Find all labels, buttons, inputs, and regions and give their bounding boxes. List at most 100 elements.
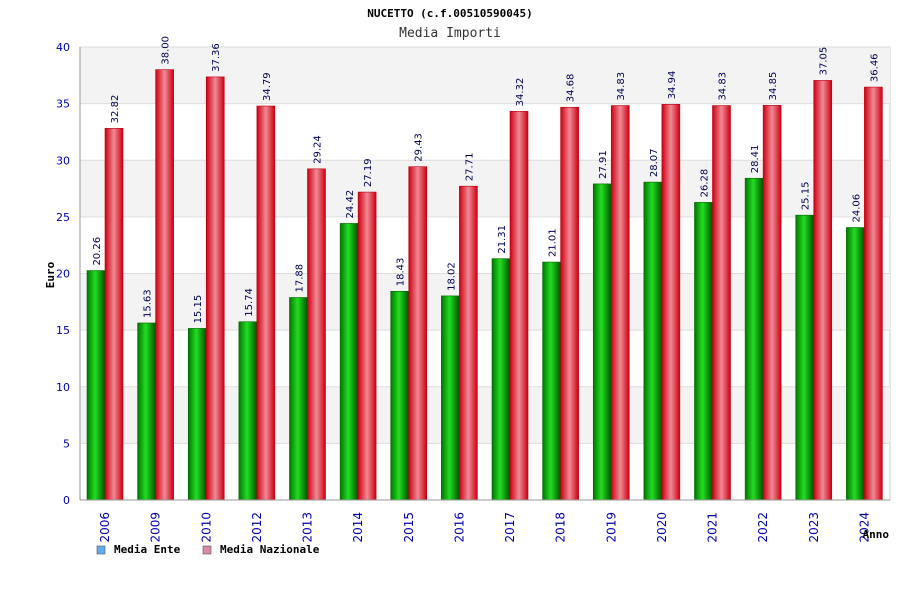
y-tick-label: 25 xyxy=(56,211,70,224)
x-tick-label: 2006 xyxy=(98,512,112,543)
data-label: 34.83 xyxy=(718,72,729,101)
x-tick-label: 2015 xyxy=(402,512,416,543)
bar-media-nazionale xyxy=(408,166,428,501)
bar-media-ente xyxy=(441,295,460,501)
data-label: 34.83 xyxy=(616,72,627,101)
bar-media-nazionale xyxy=(155,69,174,501)
x-tick-label: 2024 xyxy=(857,512,871,543)
x-tick-label: 2023 xyxy=(807,512,821,543)
x-tick-label: 2016 xyxy=(452,512,466,543)
y-tick-label: 30 xyxy=(56,154,70,167)
data-label: 25.15 xyxy=(801,182,812,211)
data-label: 34.32 xyxy=(515,78,526,107)
data-label: 36.46 xyxy=(869,53,880,82)
bar-media-ente xyxy=(339,223,359,501)
x-tick-label: 2010 xyxy=(199,512,213,543)
x-tick-label: 2014 xyxy=(351,512,365,543)
x-tick-label: 2017 xyxy=(503,512,517,543)
bar-media-ente xyxy=(592,183,612,501)
chart-title: NUCETTO (c.f.00510590045) xyxy=(367,7,533,20)
data-label: 34.85 xyxy=(768,72,779,101)
data-label: 15.63 xyxy=(143,289,154,318)
y-axis: 0 5 10 15 20 25 30 35 40 xyxy=(56,41,81,507)
data-label: 17.88 xyxy=(295,264,306,293)
bar-media-ente xyxy=(86,270,106,501)
x-axis-label: Anno xyxy=(863,528,890,541)
x-axis: 2006 2009 2010 2012 2013 2014 2015 2016 2017 2018… xyxy=(80,499,890,543)
bars-group: 20.26 32.82 15.63 38.00 15.15 37.36 15.74 34.79… xyxy=(86,36,883,501)
data-label: 21.01 xyxy=(548,228,559,257)
data-label: 18.02 xyxy=(446,262,457,291)
bar-media-nazionale xyxy=(813,80,833,501)
bar-media-ente xyxy=(846,227,865,501)
y-tick-label: 40 xyxy=(56,41,70,54)
x-tick-label: 2022 xyxy=(756,512,770,543)
bar-media-nazionale xyxy=(560,106,579,501)
bar-media-nazionale xyxy=(104,128,124,501)
data-label: 21.31 xyxy=(497,225,508,254)
bar-media-nazionale xyxy=(712,105,731,501)
data-label: 18.43 xyxy=(396,258,407,287)
bar-media-nazionale xyxy=(357,191,377,501)
x-tick-label: 2018 xyxy=(554,512,568,543)
bar-media-nazionale xyxy=(307,168,326,501)
data-label: 27.71 xyxy=(464,153,475,182)
bar-media-nazionale xyxy=(205,76,225,501)
bar-media-ente xyxy=(137,322,156,501)
legend: Media Ente Media Nazionale xyxy=(96,543,320,556)
y-tick-label: 10 xyxy=(56,381,70,394)
data-label: 27.91 xyxy=(598,150,609,179)
data-label: 24.06 xyxy=(851,194,862,223)
y-tick-label: 15 xyxy=(56,324,70,337)
y-axis-label: Euro xyxy=(44,261,57,288)
data-label: 34.94 xyxy=(667,71,678,100)
bar-media-ente xyxy=(491,258,511,501)
x-tick-label: 2013 xyxy=(301,512,315,543)
bar-media-ente xyxy=(187,328,207,501)
bar-media-nazionale xyxy=(459,185,478,501)
data-label: 32.82 xyxy=(110,95,121,124)
data-label: 37.05 xyxy=(819,47,830,76)
bar-media-ente xyxy=(795,214,815,501)
y-tick-label: 20 xyxy=(56,268,70,281)
x-tick-label: 2021 xyxy=(706,512,720,543)
bar-media-nazionale xyxy=(610,105,630,501)
y-tick-label: 0 xyxy=(63,494,70,507)
x-tick-label: 2019 xyxy=(604,512,618,543)
data-label: 20.26 xyxy=(92,237,103,266)
bar-media-nazionale xyxy=(509,111,529,501)
data-label: 27.19 xyxy=(363,158,374,187)
data-label: 28.07 xyxy=(649,148,660,177)
x-tick-label: 2020 xyxy=(655,512,669,543)
data-label: 37.36 xyxy=(211,43,222,72)
bar-media-ente xyxy=(238,321,258,501)
chart-subtitle: Media Importi xyxy=(399,26,501,41)
bar-media-nazionale xyxy=(762,105,782,501)
bar-media-ente xyxy=(643,181,663,501)
data-label: 26.28 xyxy=(700,169,711,198)
data-label: 38.00 xyxy=(161,36,172,65)
bar-media-ente xyxy=(694,202,713,501)
legend-swatch xyxy=(96,545,106,555)
bar-media-nazionale xyxy=(661,104,681,501)
y-tick-label: 35 xyxy=(56,98,70,111)
data-label: 24.42 xyxy=(345,190,356,219)
data-label: 15.74 xyxy=(244,288,255,317)
bar-media-ente xyxy=(390,290,410,501)
legend-swatch xyxy=(202,545,212,555)
y-tick-label: 5 xyxy=(63,437,70,450)
bar-media-ente xyxy=(744,177,764,501)
legend-label: Media Ente xyxy=(114,543,181,556)
legend-label: Media Nazionale xyxy=(220,543,320,556)
x-tick-label: 2009 xyxy=(149,512,163,543)
x-tick-label: 2012 xyxy=(250,512,264,543)
bar-media-ente xyxy=(289,297,308,501)
data-label: 29.24 xyxy=(313,135,324,164)
data-label: 28.41 xyxy=(750,145,761,174)
data-label: 34.68 xyxy=(566,74,577,103)
data-label: 34.79 xyxy=(262,72,273,101)
bar-media-nazionale xyxy=(256,105,276,501)
bar-media-ente xyxy=(542,261,561,501)
data-label: 29.43 xyxy=(414,133,425,162)
